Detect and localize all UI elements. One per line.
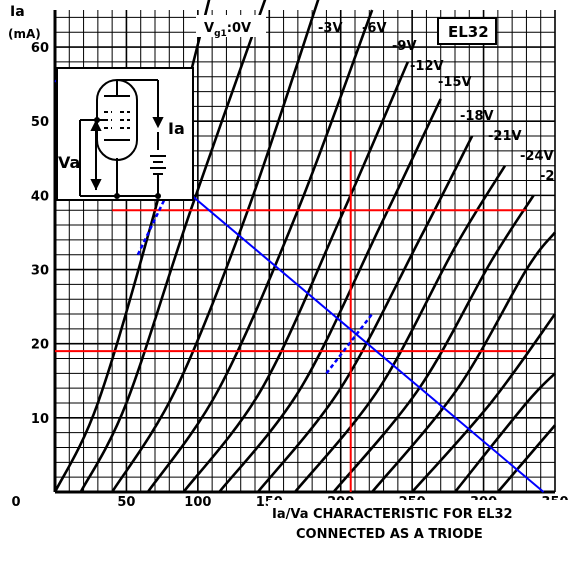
curve-label: -3V [318,21,343,36]
chart-subtitle: CONNECTED AS A TRIODE [296,527,483,542]
schematic-inset [56,67,194,201]
chart-title: Ia/Va CHARACTERISTIC FOR EL32 [272,507,513,522]
plate-curve [182,61,410,493]
grid-voltage-symbol: V [204,21,214,36]
y-tick-label: 30 [31,264,49,279]
tangent-line [136,165,182,256]
y-tick-label: 50 [31,115,49,130]
x-tick-label: 0 [11,495,20,510]
y-tick-label: 60 [31,41,49,56]
tube-type-label: EL32 [448,23,489,41]
curve-label: -15V [438,75,472,90]
inset-ia-label: Ia [168,119,185,138]
x-tick-label: 100 [184,495,211,510]
plate-curve [496,424,556,493]
curve-label: -12V [410,59,444,74]
svg-text:Vg1:0V: Vg1:0V [204,21,251,39]
curve-label: -18V [460,109,494,124]
plate-curve [146,9,374,493]
y-tick-label: 20 [31,338,49,353]
plate-curve [411,313,557,493]
plate-curve [453,372,556,493]
grid-voltage-label: Vg1:0V [196,15,266,39]
plate-curve [332,194,535,493]
plot-frame [53,10,555,494]
plate-curves [53,0,557,493]
chart-caption: Ia/Va CHARACTERISTIC FOR EL32 CONNECTED … [268,500,568,544]
y-axis-unit: (mA) [8,27,41,41]
plate-curve [293,165,507,493]
plate-curve [256,135,474,493]
inset-va-label: Va [58,153,80,172]
grid-voltage-value: :0V [227,21,251,36]
curve-label: -24V [520,149,554,164]
curve-label: -21V [488,129,522,144]
x-tick-label: 50 [117,495,135,510]
grid-voltage-subscript: g1 [214,29,227,39]
tube-type-badge: EL32 [437,17,497,45]
plate-curve [111,0,320,493]
curve-labels: -3V -6V -9V -12V -15V -18V -21V -24V -2 [318,21,554,184]
y-axis-label: Ia [10,4,25,20]
plate-curve [218,98,442,493]
curve-label: -9V [392,39,417,54]
tangent-line [325,313,374,375]
y-tick-label: 40 [31,189,49,204]
curve-label: -6V [362,21,387,36]
y-tick-label: 10 [31,412,49,427]
plate-curve [79,0,267,493]
triode-symbol-icon [79,79,166,197]
curve-label: -2 [540,169,554,184]
plate-curve [371,231,557,493]
